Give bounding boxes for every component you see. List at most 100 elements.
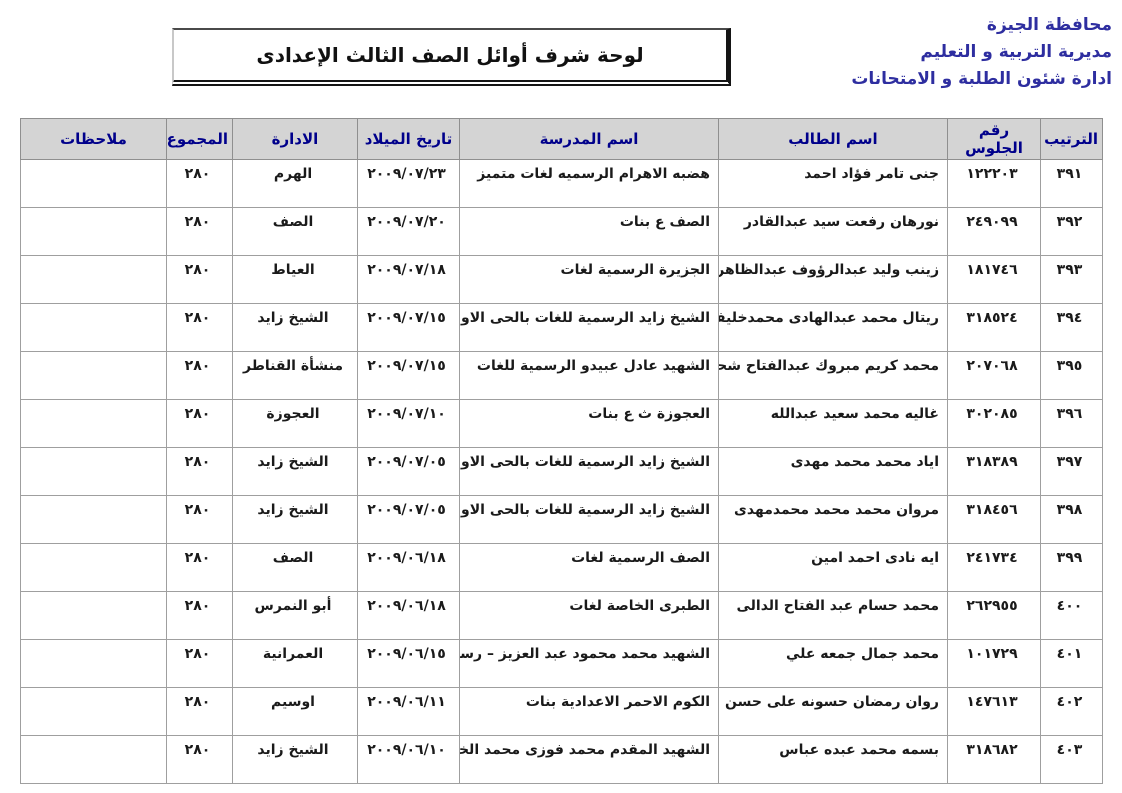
table-row: ٣٩٤ ٣١٨٥٢٤ ريتال محمد عبدالهادى محمدخليف… <box>20 303 1103 352</box>
table-body: ٣٩١ ١٢٢٢٠٣ جنى تامر فؤاد احمد هضبه الاهر… <box>20 159 1103 784</box>
table-row: ٤٠٠ ٢٦٢٩٥٥ محمد حسام عبد الفتاح الدالى ا… <box>20 591 1103 640</box>
rank-cell: ٤٠١ <box>1040 639 1103 688</box>
rank-cell: ٣٩٧ <box>1040 447 1103 496</box>
institution-header: محافظة الجيزة مديرية التربية و التعليم ا… <box>851 12 1112 94</box>
student-name-cell: محمد كريم مبروك عبدالفتاح شحاته <box>718 351 948 400</box>
student-name-cell: اياد محمد محمد مهدى <box>718 447 948 496</box>
notes-cell <box>20 591 167 640</box>
notes-cell <box>20 351 167 400</box>
rank-cell: ٣٩٤ <box>1040 303 1103 352</box>
table-row: ٣٩٩ ٢٤١٧٣٤ ايه نادى احمد امين الصف الرسم… <box>20 543 1103 592</box>
student-name-cell: محمد جمال جمعه علي <box>718 639 948 688</box>
rank-cell: ٣٩٣ <box>1040 255 1103 304</box>
header-seat-number: رقم الجلوس <box>947 118 1041 160</box>
table-row: ٣٩١ ١٢٢٢٠٣ جنى تامر فؤاد احمد هضبه الاهر… <box>20 159 1103 208</box>
page-title: لوحة شرف أوائل الصف الثالث الإعدادى <box>256 43 644 67</box>
school-name-cell: الشهيد المقدم محمد فوزى محمد الخولى الرس… <box>459 735 719 784</box>
notes-cell <box>20 687 167 736</box>
school-name-cell: الصف ع بنات <box>459 207 719 256</box>
seat-number-cell: ٣١٨٤٥٦ <box>947 495 1041 544</box>
administration-cell: الصف <box>232 543 358 592</box>
notes-cell <box>20 447 167 496</box>
header-birthdate: تاريخ الميلاد <box>357 118 460 160</box>
institution-line-administration: ادارة شئون الطلبة و الامتحانات <box>851 69 1112 90</box>
total-cell: ٢٨٠ <box>166 207 233 256</box>
total-cell: ٢٨٠ <box>166 543 233 592</box>
administration-cell: الشيخ زايد <box>232 495 358 544</box>
birthdate-cell: ٢٠٠٩/٠٦/١١ <box>357 687 460 736</box>
birthdate-cell: ٢٠٠٩/٠٧/١٥ <box>357 303 460 352</box>
total-cell: ٢٨٠ <box>166 159 233 208</box>
header-student-name: اسم الطالب <box>718 118 948 160</box>
student-name-cell: غاليه محمد سعيد عبدالله <box>718 399 948 448</box>
total-cell: ٢٨٠ <box>166 351 233 400</box>
student-name-cell: نورهان رفعت سيد عبدالقادر <box>718 207 948 256</box>
table-row: ٣٩٣ ١٨١٧٤٦ زينب وليد عبدالرؤوف عبدالظاهر… <box>20 255 1103 304</box>
student-name-cell: مروان محمد محمد محمدمهدى <box>718 495 948 544</box>
student-name-cell: ايه نادى احمد امين <box>718 543 948 592</box>
notes-cell <box>20 255 167 304</box>
birthdate-cell: ٢٠٠٩/٠٧/١٠ <box>357 399 460 448</box>
birthdate-cell: ٢٠٠٩/٠٦/١٨ <box>357 591 460 640</box>
rank-cell: ٤٠٠ <box>1040 591 1103 640</box>
rank-cell: ٣٩٢ <box>1040 207 1103 256</box>
seat-number-cell: ١٤٧٦١٣ <box>947 687 1041 736</box>
seat-number-cell: ١٠١٧٢٩ <box>947 639 1041 688</box>
table-row: ٣٩٥ ٢٠٧٠٦٨ محمد كريم مبروك عبدالفتاح شحا… <box>20 351 1103 400</box>
table-row: ٣٩٨ ٣١٨٤٥٦ مروان محمد محمد محمدمهدى الشي… <box>20 495 1103 544</box>
rank-cell: ٣٩٥ <box>1040 351 1103 400</box>
table-row: ٤٠٣ ٣١٨٦٨٢ بسمه محمد عبده عباس الشهيد ال… <box>20 735 1103 784</box>
school-name-cell: الطبرى الخاصة لغات <box>459 591 719 640</box>
notes-cell <box>20 543 167 592</box>
school-name-cell: الصف الرسمية لغات <box>459 543 719 592</box>
seat-number-cell: ٣٠٢٠٨٥ <box>947 399 1041 448</box>
institution-line-directorate: مديرية التربية و التعليم <box>920 42 1112 63</box>
school-name-cell: الشيخ زايد الرسمية للغات بالحى الاول اعد… <box>459 495 719 544</box>
table-row: ٤٠٢ ١٤٧٦١٣ روان رمضان حسونه على حسن ندا … <box>20 687 1103 736</box>
seat-number-cell: ٢٤١٧٣٤ <box>947 543 1041 592</box>
total-cell: ٢٨٠ <box>166 399 233 448</box>
total-cell: ٢٨٠ <box>166 735 233 784</box>
administration-cell: العياط <box>232 255 358 304</box>
total-cell: ٢٨٠ <box>166 495 233 544</box>
administration-cell: الشيخ زايد <box>232 303 358 352</box>
total-cell: ٢٨٠ <box>166 447 233 496</box>
table-row: ٣٩٦ ٣٠٢٠٨٥ غاليه محمد سعيد عبدالله العجو… <box>20 399 1103 448</box>
total-cell: ٢٨٠ <box>166 639 233 688</box>
rank-cell: ٣٩١ <box>1040 159 1103 208</box>
header-row: الترتيب رقم الجلوس اسم الطالب اسم المدرس… <box>20 118 1103 160</box>
student-name-cell: بسمه محمد عبده عباس <box>718 735 948 784</box>
rank-cell: ٣٩٨ <box>1040 495 1103 544</box>
notes-cell <box>20 495 167 544</box>
administration-cell: الشيخ زايد <box>232 447 358 496</box>
birthdate-cell: ٢٠٠٩/٠٦/١٥ <box>357 639 460 688</box>
notes-cell <box>20 303 167 352</box>
school-name-cell: الجزيرة الرسمية لغات <box>459 255 719 304</box>
rank-cell: ٣٩٦ <box>1040 399 1103 448</box>
school-name-cell: الشهيد محمد محمود عبد العزيز – رسمى لغات <box>459 639 719 688</box>
school-name-cell: الشهيد عادل عبيدو الرسمية للغات <box>459 351 719 400</box>
student-name-cell: روان رمضان حسونه على حسن ندا <box>718 687 948 736</box>
birthdate-cell: ٢٠٠٩/٠٦/١٨ <box>357 543 460 592</box>
school-name-cell: العجوزة ث ع بنات <box>459 399 719 448</box>
seat-number-cell: ٣١٨٦٨٢ <box>947 735 1041 784</box>
rank-cell: ٤٠٣ <box>1040 735 1103 784</box>
header-total: المجموع <box>166 118 233 160</box>
school-name-cell: الشيخ زايد الرسمية للغات بالحى الاول اعد… <box>459 447 719 496</box>
honor-roll-table: الترتيب رقم الجلوس اسم الطالب اسم المدرس… <box>20 118 1103 784</box>
notes-cell <box>20 207 167 256</box>
student-name-cell: ريتال محمد عبدالهادى محمدخليفه <box>718 303 948 352</box>
header-notes: ملاحظات <box>20 118 167 160</box>
birthdate-cell: ٢٠٠٩/٠٧/٠٥ <box>357 447 460 496</box>
administration-cell: العجوزة <box>232 399 358 448</box>
title-box: لوحة شرف أوائل الصف الثالث الإعدادى <box>172 28 731 86</box>
institution-line-governorate: محافظة الجيزة <box>986 15 1112 35</box>
administration-cell: أبو النمرس <box>232 591 358 640</box>
seat-number-cell: ٢٤٩٠٩٩ <box>947 207 1041 256</box>
header-rank: الترتيب <box>1040 118 1103 160</box>
school-name-cell: هضبه الاهرام الرسميه لغات متميز <box>459 159 719 208</box>
seat-number-cell: ٢٠٧٠٦٨ <box>947 351 1041 400</box>
student-name-cell: محمد حسام عبد الفتاح الدالى <box>718 591 948 640</box>
total-cell: ٢٨٠ <box>166 303 233 352</box>
